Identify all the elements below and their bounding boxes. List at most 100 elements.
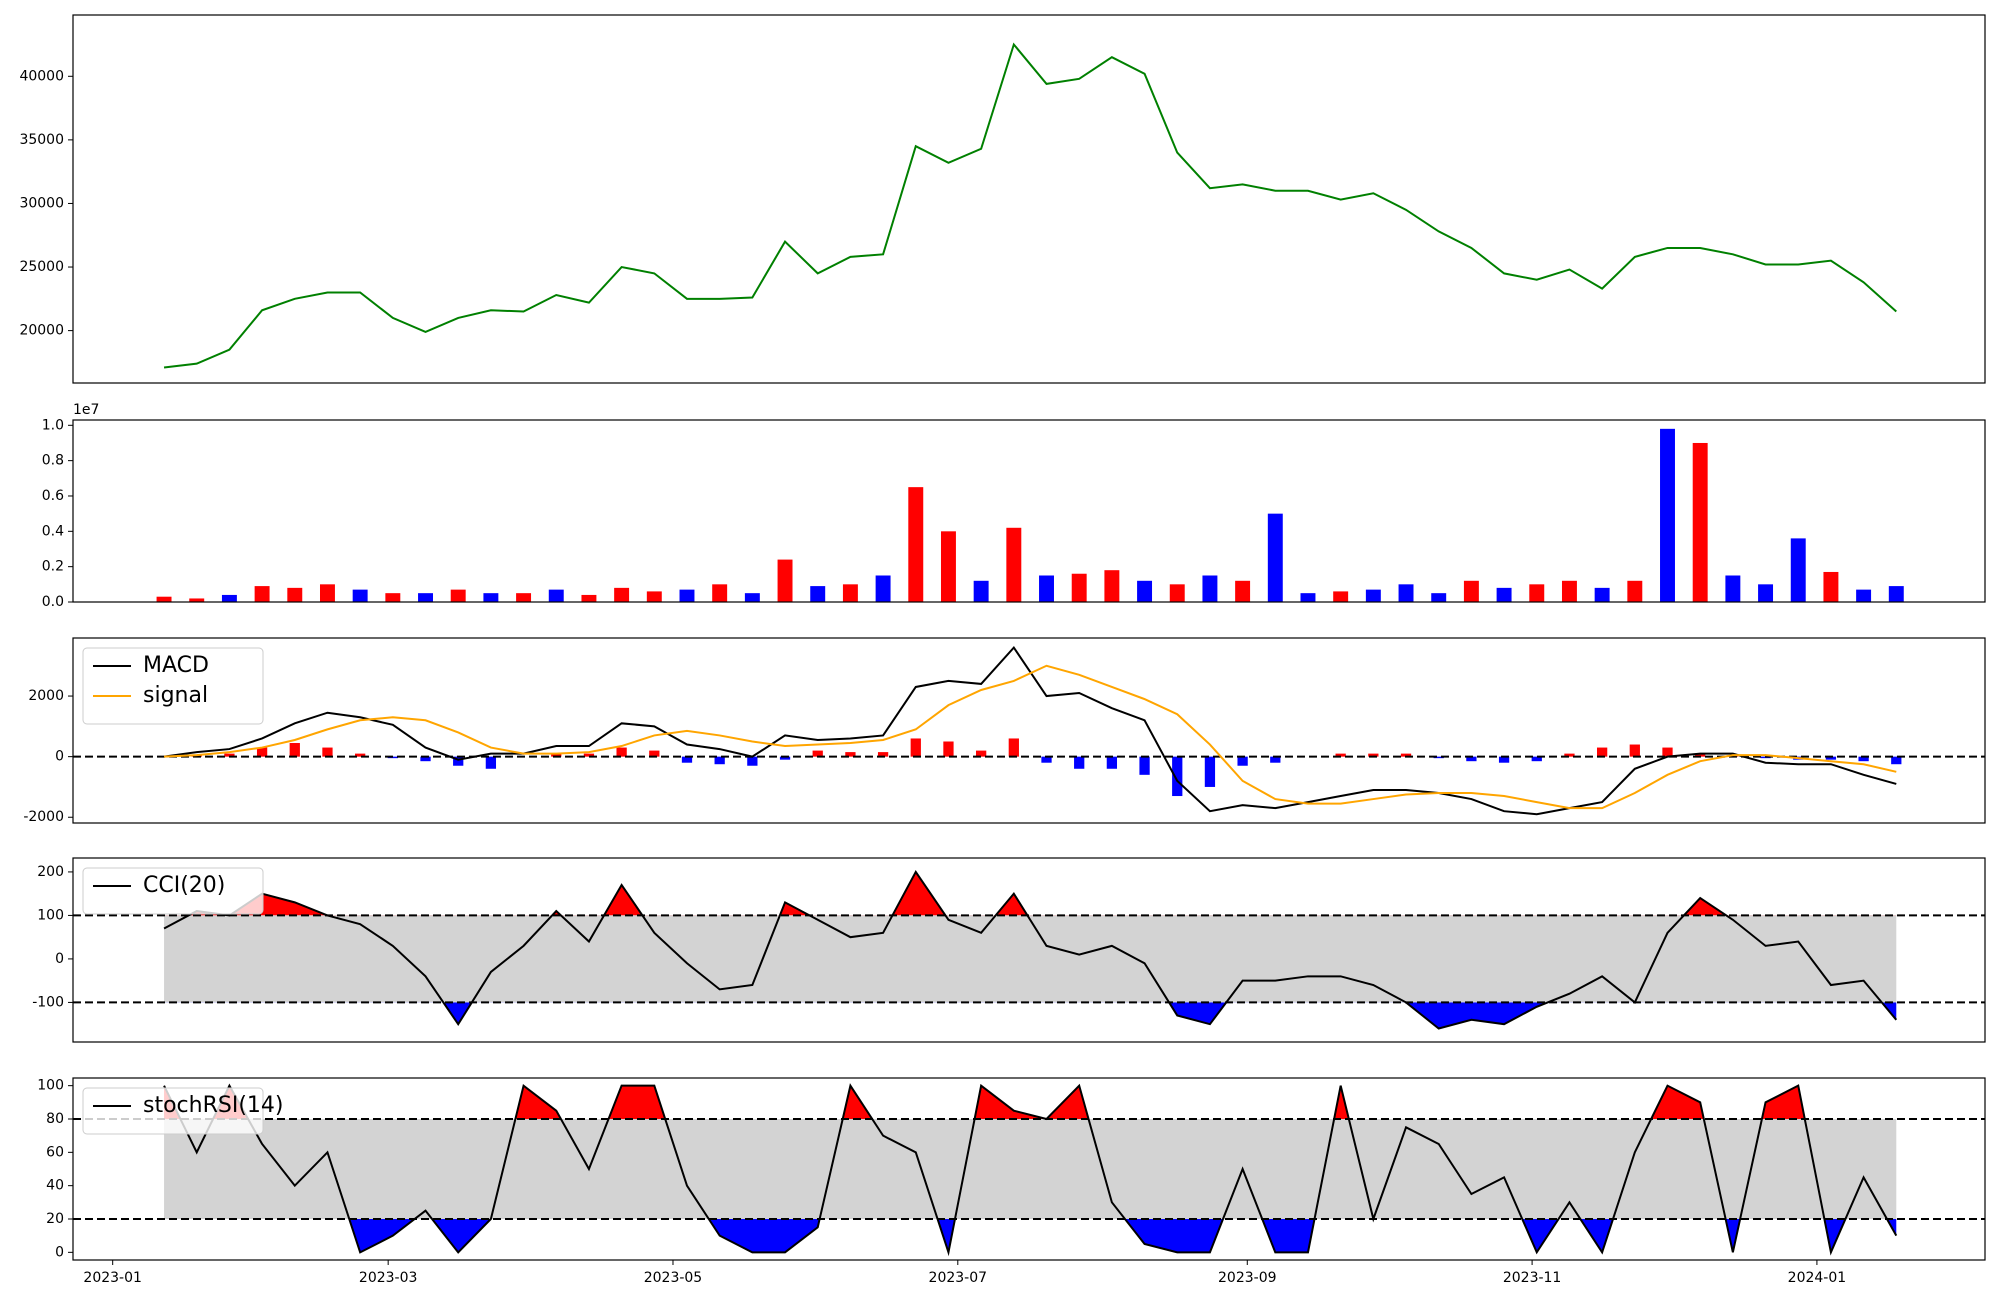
bar [450,589,466,602]
bar [483,593,499,602]
legend-box [82,867,264,915]
bar [1496,587,1512,602]
legend: MACD signal [82,647,264,725]
bar [1169,584,1185,602]
bar [842,584,858,602]
plot-area [73,645,1985,816]
y-tick-label: 25000 [19,259,64,275]
bar [385,593,401,602]
histogram-bar [976,750,987,757]
panel-frame [72,637,1986,824]
bar [548,589,564,602]
legend-label: CCI(20) [143,873,225,898]
histogram-bar [943,741,954,757]
bar [1856,589,1872,602]
histogram-bar [289,743,300,757]
bar [156,596,172,602]
histogram-bar [1335,753,1346,757]
histogram-bar [1204,756,1216,787]
histogram-bar [1139,756,1150,775]
panel-frame [72,419,1986,603]
histogram-bar [355,753,366,757]
bar [1071,573,1087,602]
panel: -2000 0 2000 MACD signal [23,637,1986,825]
bar [1365,589,1381,602]
bar [1104,570,1120,602]
bar [516,593,532,602]
y-tick-label: 2000 [28,688,64,704]
bar [1006,527,1022,602]
histogram-bar [1466,756,1477,762]
x-tick-label: 2024-01 [1788,1270,1847,1286]
y-tick-label: -2000 [23,809,64,825]
bar [581,594,597,602]
histogram-bar [256,747,268,757]
line [163,42,1897,369]
x-tick-label: 2023-05 [644,1270,703,1286]
bar [352,589,368,602]
bar [744,593,760,602]
histogram-bar [681,756,693,763]
y-tick-label: 80 [46,1111,64,1127]
histogram-bar [453,756,464,766]
histogram-bar [845,752,856,757]
band [164,915,1897,1003]
legend-label: stochRSI(14) [143,1093,284,1118]
x-tick-label: 2023-01 [83,1270,142,1286]
legend-label: signal [143,683,208,708]
histogram-bar [1498,756,1510,763]
bar [1039,575,1054,602]
plot-area [73,1083,1985,1257]
legend: CCI(20) [82,867,264,915]
x-tick-label: 2023-09 [1218,1270,1277,1286]
y-tick-label: 1.0 [42,417,64,433]
x-tick-label: 2023-11 [1503,1270,1562,1286]
bar [1594,587,1610,602]
bar [908,487,924,602]
histogram-bar [1564,753,1575,757]
bar [777,559,793,602]
legend-label: MACD [143,653,209,678]
bar [418,593,433,602]
histogram-bar [1368,753,1379,757]
y-tick-label: 35000 [19,132,64,148]
bar [1463,580,1479,602]
histogram-bar [1172,756,1183,797]
bar [1300,593,1316,602]
histogram-bar [910,738,921,757]
y-tick-label: 20000 [19,323,64,339]
panel: 0.0 0.2 0.4 0.6 0.8 1.0 1e7 [42,402,1986,610]
histogram-bar [485,756,497,769]
panel-frame [72,14,1986,384]
line [163,645,1897,816]
bar [254,586,270,602]
line [163,1083,1898,1257]
threshold-fill [164,1002,1897,1029]
bar [1431,593,1447,602]
bar [1823,571,1839,602]
bar [1398,584,1414,602]
histogram-bar [1891,756,1902,765]
bar [1627,580,1643,602]
y-tick-label: 40 [46,1178,64,1194]
band [164,1119,1897,1219]
y-tick-label: 0.6 [42,488,64,504]
histogram-bar [1270,756,1281,763]
histogram-bar [224,753,235,757]
legend-box [82,1087,264,1135]
bar [1725,575,1741,602]
histogram-bar [322,747,333,757]
y-tick-label: 20 [46,1211,64,1227]
bar [940,531,956,602]
bar [646,591,662,602]
y-tick-label: 0.0 [42,594,64,610]
bar [1137,580,1153,602]
panel-frame [72,857,1986,1043]
bar [1202,575,1218,602]
bar [1561,580,1577,602]
histogram-bar [649,750,660,757]
bar [1529,584,1545,602]
y-tick-label: 0 [55,951,64,967]
bar [1758,584,1774,602]
